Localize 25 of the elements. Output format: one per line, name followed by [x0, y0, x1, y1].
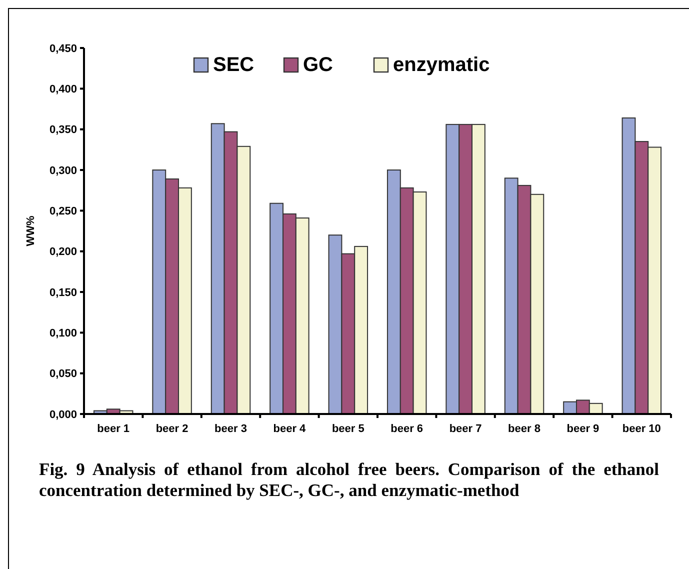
x-tick-label: beer 8 [508, 423, 540, 435]
x-tick-label: beer 4 [273, 423, 307, 435]
caption: Fig. 9 Analysis of ethanol from alcohol free beers. Comparison of the ethanol concentration determined by SEC-, GC-, and enzymatic-method [39, 459, 659, 501]
x-tick-label: beer 10 [622, 423, 661, 435]
y-tick-label: 0,000 [49, 408, 77, 421]
x-tick-label: beer 9 [566, 423, 600, 435]
y-tick-label: 0,250 [49, 206, 77, 218]
legend-label: GC [303, 54, 333, 76]
y-tick-label: 0,200 [49, 246, 77, 258]
x-tick-label: beer 1 [97, 423, 130, 435]
legend-label: enzymatic [393, 54, 490, 76]
y-tick-label: 0,400 [49, 84, 77, 96]
y-tick-label: 0,350 [49, 124, 77, 136]
x-tick-label: beer 3 [214, 423, 247, 435]
y-tick-label: 0,450 [49, 42, 77, 55]
x-tick-label: beer 7 [449, 423, 482, 435]
x-tick-label: beer 5 [332, 423, 364, 435]
y-axis-title: WW% [25, 216, 37, 246]
y-tick-label: 0,150 [49, 286, 77, 299]
y-tick-label: 0,300 [49, 164, 77, 177]
y-tick-label: 0,100 [49, 328, 77, 340]
y-tick-label: 0,050 [49, 368, 77, 380]
x-tick-label: beer 6 [390, 423, 424, 435]
x-tick-label: beer 2 [156, 423, 188, 435]
legend-label: SEC [213, 54, 254, 76]
